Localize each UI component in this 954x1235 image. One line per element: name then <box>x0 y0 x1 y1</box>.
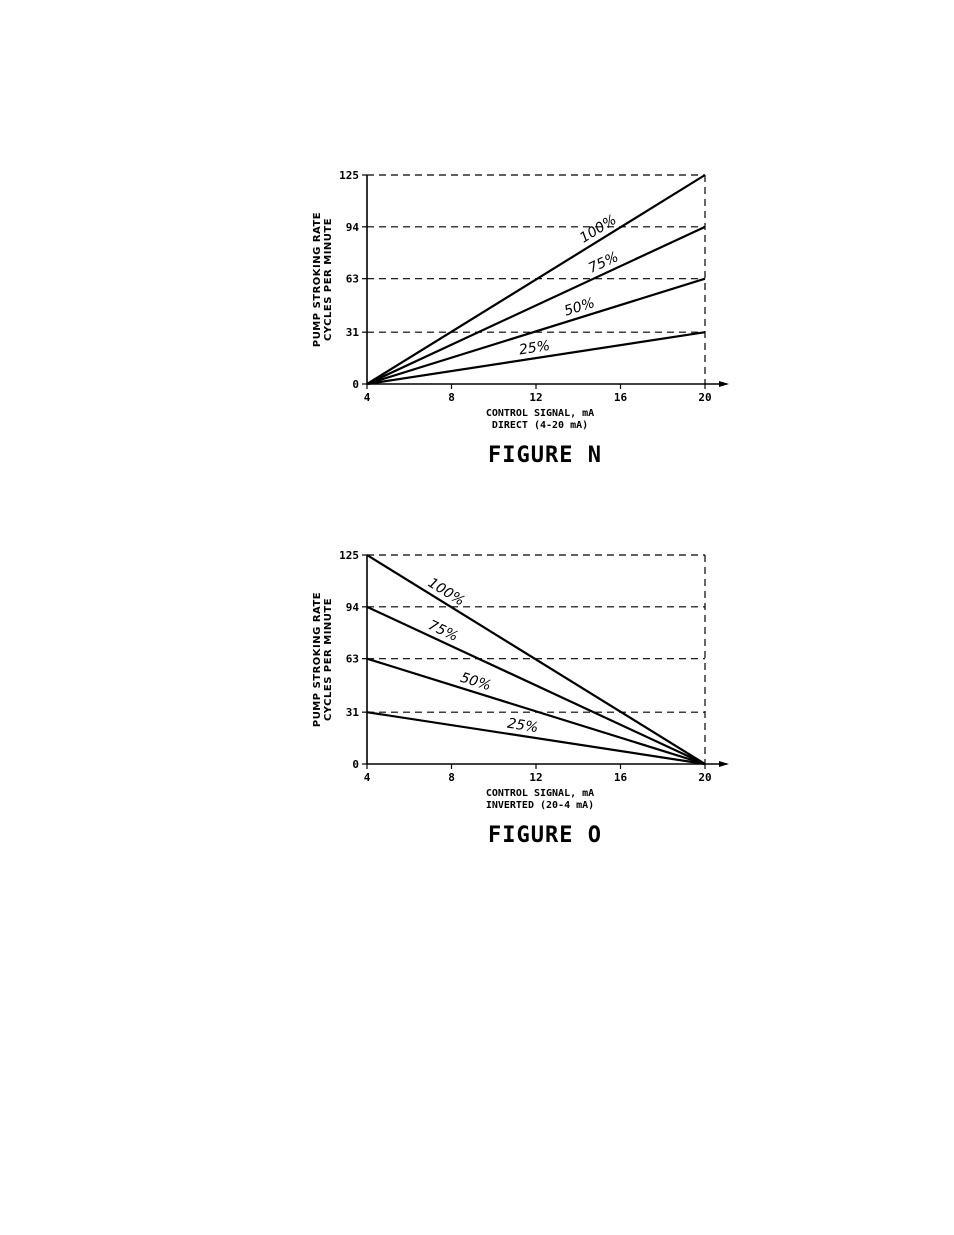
y-axis-title: PUMP STROKING RATE <box>312 592 323 727</box>
series-line-25pct <box>366 711 706 766</box>
x-tick-label: 16 <box>614 391 628 404</box>
x-tick-label: 20 <box>698 391 711 404</box>
y-tick-label: 63 <box>346 653 359 666</box>
series-line-75pct <box>366 225 706 385</box>
series-line-50pct <box>366 657 706 766</box>
x-axis-subtitle: INVERTED (20-4 mA) <box>486 800 594 811</box>
x-tick-label: 12 <box>529 771 542 784</box>
x-axis-subtitle: DIRECT (4-20 mA) <box>492 420 588 431</box>
x-axis-title: CONTROL SIGNAL, mA <box>486 408 594 419</box>
x-tick-label: 8 <box>448 391 455 404</box>
series-label-50pct: 50% <box>458 670 492 695</box>
x-tick-label: 8 <box>448 771 455 784</box>
series-label-75pct: 75% <box>586 249 621 277</box>
x-tick-label: 20 <box>698 771 711 784</box>
x-tick-label: 4 <box>364 391 371 404</box>
y-axis-title: PUMP STROKING RATE <box>312 212 323 347</box>
y-tick-label: 94 <box>346 601 360 614</box>
x-axis-arrow <box>719 381 729 387</box>
figure-title: FIGURE O <box>488 823 602 848</box>
figure-title: FIGURE N <box>488 443 602 468</box>
series-label-75pct: 75% <box>426 617 461 645</box>
series-label-25pct: 25% <box>506 716 539 737</box>
series-line-50pct <box>366 277 706 386</box>
y-tick-label: 63 <box>346 273 359 286</box>
y-axis-subtitle: CYCLES PER MINUTE <box>323 218 334 341</box>
series-line-100pct <box>366 554 706 765</box>
y-tick-label: 125 <box>339 169 359 182</box>
x-axis-arrow <box>719 761 729 767</box>
y-tick-label: 125 <box>339 549 359 562</box>
y-tick-label: 94 <box>346 221 360 234</box>
series-label-50pct: 50% <box>562 295 596 320</box>
x-tick-label: 4 <box>364 771 371 784</box>
series-line-25pct <box>366 331 706 386</box>
x-axis-title: CONTROL SIGNAL, mA <box>486 788 594 799</box>
x-tick-label: 16 <box>614 771 628 784</box>
x-tick-label: 12 <box>529 391 542 404</box>
y-tick-label: 0 <box>352 378 359 391</box>
y-tick-label: 31 <box>346 706 360 719</box>
series-line-100pct <box>366 174 706 385</box>
y-tick-label: 0 <box>352 758 359 771</box>
y-tick-label: 31 <box>346 326 360 339</box>
series-line-75pct <box>366 605 706 765</box>
y-axis-subtitle: CYCLES PER MINUTE <box>323 598 334 721</box>
series-label-25pct: 25% <box>518 338 551 359</box>
